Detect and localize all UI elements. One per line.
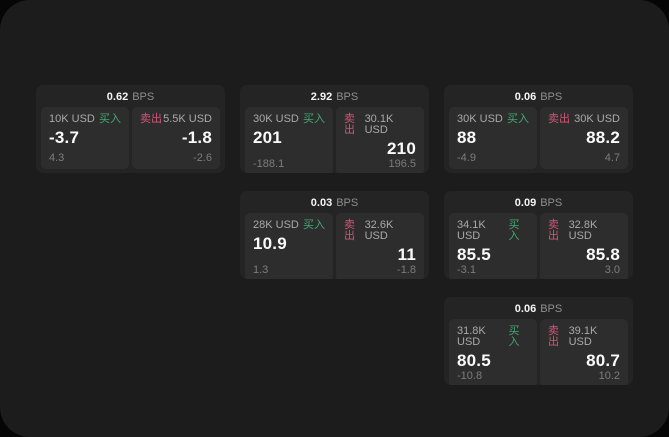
sell-price: 11 <box>397 245 416 264</box>
sell-change: 196.5 <box>388 157 416 170</box>
sell-tile[interactable]: 卖出 30K USD 88.2 4.7 <box>540 107 628 169</box>
spread-unit: BPS <box>336 197 359 209</box>
quote-card: 0.03 BPS 28K USD 买入 10.9 1.3 卖出 32.6K US… <box>240 191 429 279</box>
spread-unit: BPS <box>540 303 563 315</box>
buy-tile[interactable]: 31.8K USD 买入 80.5 -10.8 <box>449 319 537 385</box>
sell-price: 80.7 <box>586 351 620 370</box>
buy-price: 80.5 <box>457 351 491 370</box>
quote-card: 0.09 BPS 34.1K USD 买入 85.5 -3.1 卖出 32.8K… <box>444 191 633 279</box>
sell-action-label[interactable]: 卖出 <box>344 219 355 242</box>
price-tiles: 30K USD 买入 201 -188.1 卖出 30.1K USD 210 1… <box>240 107 429 173</box>
sell-notional: 30.1K USD <box>364 113 394 136</box>
spread-unit: BPS <box>132 91 155 103</box>
buy-notional: 30K USD <box>457 113 503 125</box>
buy-action-label[interactable]: 买入 <box>303 113 325 125</box>
sell-tile[interactable]: 卖出 30.1K USD 210 196.5 <box>336 107 424 173</box>
buy-tile[interactable]: 28K USD 买入 10.9 1.3 <box>245 213 333 279</box>
sell-notional: 5.5K USD <box>163 113 212 125</box>
sell-change: 3.0 <box>604 263 620 276</box>
spread-value: 2.92 <box>310 91 333 103</box>
spread-header: 0.06 BPS <box>444 297 633 319</box>
buy-notional: 10K USD <box>49 113 95 125</box>
buy-action-label[interactable]: 买入 <box>303 219 325 231</box>
price-tiles: 10K USD 买入 -3.7 4.3 卖出 5.5K USD -1.8 -2.… <box>36 107 225 173</box>
sell-price: 88.2 <box>586 128 620 147</box>
sell-tile[interactable]: 卖出 5.5K USD -1.8 -2.6 <box>132 107 220 169</box>
spread-unit: BPS <box>540 197 563 209</box>
quote-card: 2.92 BPS 30K USD 买入 201 -188.1 卖出 30.1K … <box>240 85 429 173</box>
buy-tile[interactable]: 30K USD 买入 88 -4.9 <box>449 107 537 169</box>
quote-card: 0.06 BPS 30K USD 买入 88 -4.9 卖出 30K USD <box>444 85 633 173</box>
sell-tile[interactable]: 卖出 32.6K USD 11 -1.8 <box>336 213 424 279</box>
sell-notional: 32.8K USD <box>568 219 598 242</box>
buy-tile[interactable]: 30K USD 买入 201 -188.1 <box>245 107 333 173</box>
sell-notional: 32.6K USD <box>364 219 394 242</box>
spread-unit: BPS <box>540 91 563 103</box>
buy-notional: 30K USD <box>253 113 299 125</box>
buy-price: 85.5 <box>457 245 491 264</box>
spread-header: 2.92 BPS <box>240 85 429 107</box>
sell-notional: 30K USD <box>574 113 620 125</box>
price-tiles: 31.8K USD 买入 80.5 -10.8 卖出 39.1K USD 80.… <box>444 319 633 385</box>
buy-change: 1.3 <box>253 263 269 276</box>
buy-change: 4.3 <box>49 152 65 164</box>
spread-header: 0.09 BPS <box>444 191 633 213</box>
sell-change: 4.7 <box>604 152 620 164</box>
buy-price: 10.9 <box>253 234 287 253</box>
price-tiles: 34.1K USD 买入 85.5 -3.1 卖出 32.8K USD 85.8… <box>444 213 633 279</box>
quote-cards-grid: 0.62 BPS 10K USD 买入 -3.7 4.3 卖出 5.5K USD <box>36 85 633 385</box>
sell-action-label[interactable]: 卖出 <box>548 219 559 242</box>
sell-action-label[interactable]: 卖出 <box>548 113 570 125</box>
buy-notional: 28K USD <box>253 219 299 231</box>
buy-notional: 34.1K USD <box>457 219 486 242</box>
buy-tile[interactable]: 34.1K USD 买入 85.5 -3.1 <box>449 213 537 279</box>
sell-tile[interactable]: 卖出 39.1K USD 80.7 10.2 <box>540 319 628 385</box>
buy-change: -3.1 <box>457 263 476 276</box>
buy-action-label[interactable]: 买入 <box>508 325 520 348</box>
sell-price: 210 <box>387 139 416 158</box>
sell-price: -1.8 <box>181 128 212 147</box>
buy-action-label[interactable]: 买入 <box>508 219 520 242</box>
spread-header: 0.62 BPS <box>36 85 225 107</box>
spread-value: 0.06 <box>514 91 537 103</box>
sell-action-label[interactable]: 卖出 <box>140 113 162 125</box>
spread-value: 0.62 <box>106 91 129 103</box>
sell-price: 85.8 <box>586 245 620 264</box>
buy-notional: 31.8K USD <box>457 325 486 348</box>
buy-price: 88 <box>457 128 477 147</box>
spread-value: 0.03 <box>310 197 333 209</box>
quote-card: 0.06 BPS 31.8K USD 买入 80.5 -10.8 卖出 39.1… <box>444 297 633 385</box>
spread-unit: BPS <box>336 91 359 103</box>
price-tiles: 28K USD 买入 10.9 1.3 卖出 32.6K USD 11 -1.8 <box>240 213 429 279</box>
spread-header: 0.03 BPS <box>240 191 429 213</box>
sell-tile[interactable]: 卖出 32.8K USD 85.8 3.0 <box>540 213 628 279</box>
buy-price: -3.7 <box>49 128 80 147</box>
buy-change: -10.8 <box>457 369 483 382</box>
quote-card: 0.62 BPS 10K USD 买入 -3.7 4.3 卖出 5.5K USD <box>36 85 225 173</box>
buy-change: -4.9 <box>457 152 476 164</box>
sell-notional: 39.1K USD <box>568 325 598 348</box>
spread-value: 0.06 <box>514 303 537 315</box>
sell-action-label[interactable]: 卖出 <box>344 113 355 136</box>
sell-action-label[interactable]: 卖出 <box>548 325 559 348</box>
spread-value: 0.09 <box>514 197 537 209</box>
sell-change: -2.6 <box>193 152 212 164</box>
buy-action-label[interactable]: 买入 <box>507 113 529 125</box>
spread-header: 0.06 BPS <box>444 85 633 107</box>
buy-change: -188.1 <box>253 157 285 170</box>
sell-change: 10.2 <box>598 369 620 382</box>
buy-action-label[interactable]: 买入 <box>99 113 121 125</box>
buy-tile[interactable]: 10K USD 买入 -3.7 4.3 <box>41 107 129 169</box>
price-tiles: 30K USD 买入 88 -4.9 卖出 30K USD 88.2 4.7 <box>444 107 633 173</box>
sell-change: -1.8 <box>397 263 416 276</box>
buy-price: 201 <box>253 128 282 147</box>
